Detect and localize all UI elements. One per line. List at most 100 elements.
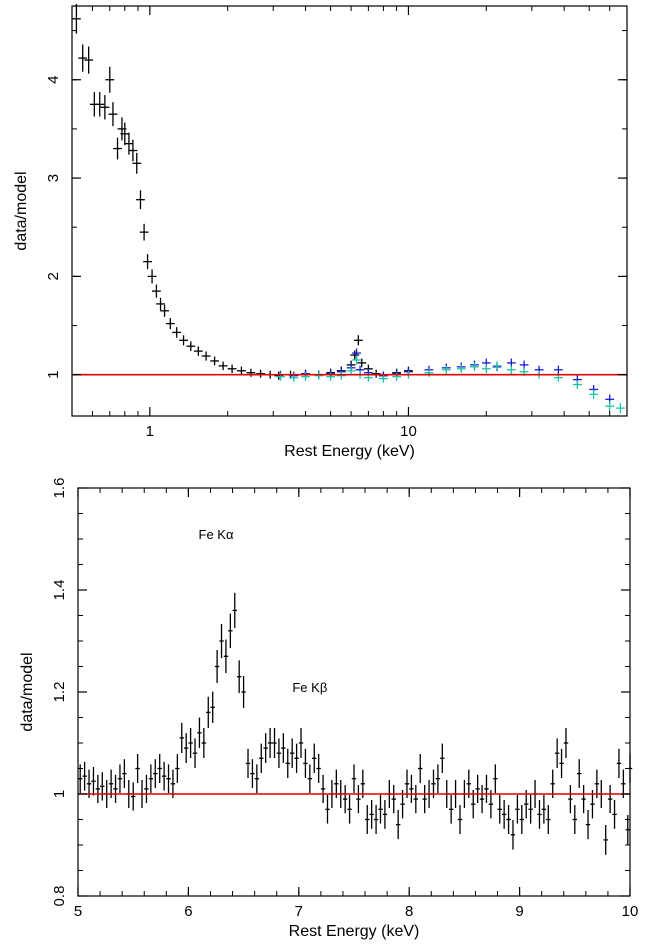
- top-series-2-point: [336, 371, 346, 380]
- bot-series-0-point: [157, 754, 162, 783]
- top-axis-ticks: 1 10 1 2 3 4: [45, 6, 628, 440]
- top-series-0-point: [210, 356, 220, 366]
- top-series-0-point: [193, 346, 203, 356]
- bot-series-0-point: [475, 774, 480, 803]
- y-tick-label: 1.6: [51, 478, 68, 499]
- top-series-0-point: [357, 358, 367, 368]
- top-series-0-point: [350, 350, 360, 360]
- bot-series-0-point: [113, 774, 118, 803]
- x-tick-label: 8: [405, 903, 413, 920]
- top-series-0-point: [353, 335, 363, 346]
- bot-series-0-point: [501, 800, 507, 829]
- top-series-2-point: [276, 372, 285, 381]
- bot-series-0-point: [281, 733, 286, 763]
- top-series-0-point: [113, 137, 122, 160]
- top-series-0-point: [160, 304, 169, 317]
- bottom-axis-ticks: 5 6 7 8 9 10 0.8 1 1.2 1.4 1.6: [51, 478, 638, 920]
- bot-series-0-point: [183, 733, 189, 763]
- bot-series-0-point: [568, 785, 573, 814]
- bottom-plot-panel: 5 6 7 8 9 10 0.8 1 1.2 1.4 1.6 Fe Kα Fe Kβ Rest En…: [19, 478, 638, 940]
- top-series-0-point: [201, 351, 211, 361]
- x-tick-label: 9: [515, 903, 523, 920]
- top-series-0-point: [186, 341, 196, 352]
- bot-series-0-point: [448, 795, 454, 824]
- bot-series-0-point: [285, 748, 290, 778]
- top-series-2-point: [314, 371, 324, 380]
- bot-series-0-point: [201, 728, 207, 758]
- bot-series-0-point: [607, 785, 613, 814]
- top-series-0-point: [156, 297, 165, 311]
- bot-series-0-point: [572, 805, 578, 834]
- bot-series-0-point: [250, 759, 255, 788]
- y-tick-label: 4: [45, 76, 62, 84]
- bot-series-0-point: [188, 728, 193, 758]
- bot-series-0-point: [122, 759, 127, 788]
- bot-series-0-point: [351, 764, 357, 793]
- bot-series-0-point: [365, 805, 370, 834]
- bot-series-0-point: [166, 764, 171, 793]
- bot-series-0-point: [179, 722, 184, 753]
- top-series-0-point: [132, 152, 142, 174]
- top-series-0-point: [139, 223, 149, 241]
- bot-series-0-point: [537, 800, 542, 829]
- bot-series-0-point: [78, 764, 83, 793]
- bot-series-0-point: [228, 613, 233, 648]
- bot-series-0-point: [585, 810, 591, 840]
- bot-series-0-point: [395, 810, 401, 840]
- bot-series-0-point: [519, 805, 525, 834]
- bot-series-0-point: [325, 795, 330, 824]
- bot-series-0-point: [130, 782, 136, 811]
- top-series-2-point: [605, 401, 615, 412]
- bot-series-0-point: [457, 805, 463, 834]
- top-series-0-point: [78, 44, 88, 72]
- top-series-2-point: [352, 355, 361, 365]
- bot-series-0-point: [382, 800, 388, 829]
- bot-series-0-point: [175, 754, 180, 783]
- top-series-0-point: [143, 254, 152, 270]
- y-tick-label: 1: [51, 790, 68, 798]
- top-series-0-point: [84, 46, 94, 74]
- bot-series-0-point: [144, 774, 149, 803]
- top-series-2-point: [441, 365, 451, 374]
- top-series-0-point: [100, 95, 110, 120]
- bot-series-0-point: [161, 761, 167, 791]
- bot-series-0-point: [541, 795, 547, 824]
- x-tick-label: 1: [146, 423, 154, 440]
- bot-series-0-point: [223, 639, 229, 673]
- fe-k-alpha-annotation: Fe Kα: [199, 527, 234, 542]
- top-series-0-point: [227, 364, 237, 373]
- top-series-0-point: [151, 284, 161, 298]
- bot-series-0-point: [515, 795, 520, 824]
- top-series-1-point: [553, 365, 563, 374]
- bottom-plot-data-layer: [78, 592, 633, 855]
- top-series-2-point: [346, 366, 356, 375]
- bot-series-0-point: [276, 738, 282, 768]
- bot-series-0-point: [214, 650, 220, 683]
- bot-series-0-point: [479, 785, 485, 814]
- top-series-2-point: [589, 389, 599, 399]
- bot-series-0-point: [616, 748, 622, 778]
- bot-series-0-point: [95, 774, 101, 803]
- y-tick-label: 1.4: [51, 580, 68, 601]
- top-series-0-point: [136, 190, 145, 210]
- top-series-0-point: [128, 139, 138, 162]
- bot-series-0-point: [497, 795, 502, 824]
- top-series-0-point: [256, 369, 265, 378]
- bot-series-0-point: [378, 795, 383, 824]
- top-x-axis-title: Rest Energy (keV): [284, 443, 415, 460]
- bot-series-0-point: [210, 691, 215, 723]
- bot-series-0-point: [342, 785, 348, 814]
- bottom-y-axis-title: data/model: [19, 652, 36, 731]
- bot-series-0-point: [484, 774, 489, 803]
- x-tick-label: 7: [295, 903, 303, 920]
- bot-series-0-point: [373, 805, 379, 834]
- bot-series-0-point: [391, 785, 396, 814]
- bot-series-0-point: [320, 774, 326, 803]
- top-series-0-point: [95, 92, 105, 117]
- bot-series-0-point: [298, 728, 304, 758]
- y-tick-label: 0.8: [51, 886, 68, 907]
- bot-series-0-point: [347, 795, 352, 824]
- bot-series-0-point: [153, 759, 158, 788]
- top-series-0-point: [108, 102, 118, 127]
- bot-series-0-point: [192, 738, 198, 768]
